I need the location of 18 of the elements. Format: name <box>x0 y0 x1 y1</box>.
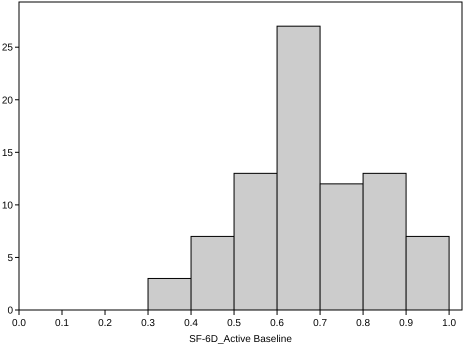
x-tick-label: 0.5 <box>227 318 242 329</box>
x-tick-label: 0.7 <box>313 318 328 329</box>
y-tick-label: 5 <box>7 252 14 264</box>
x-tick-label: 1.0 <box>442 318 456 329</box>
y-tick-label: 25 <box>2 42 14 54</box>
x-tick-label: 0.0 <box>12 318 26 329</box>
y-tick-label: 20 <box>2 95 14 106</box>
x-tick-label: 0.4 <box>184 318 198 329</box>
y-tick-label: 10 <box>2 200 14 212</box>
x-tick-label: 0.2 <box>98 318 112 329</box>
x-tick-label: 0.3 <box>141 318 156 329</box>
x-axis-title: SF-6D_Active Baseline <box>189 334 292 345</box>
y-tick-label: 15 <box>2 148 14 159</box>
x-tick-label: 0.6 <box>270 318 284 329</box>
y-tick-label: 0 <box>7 306 14 316</box>
x-tick-label: 0.9 <box>399 318 414 329</box>
x-tick-label: 0.1 <box>55 318 70 329</box>
x-tick-label: 0.8 <box>356 318 370 329</box>
